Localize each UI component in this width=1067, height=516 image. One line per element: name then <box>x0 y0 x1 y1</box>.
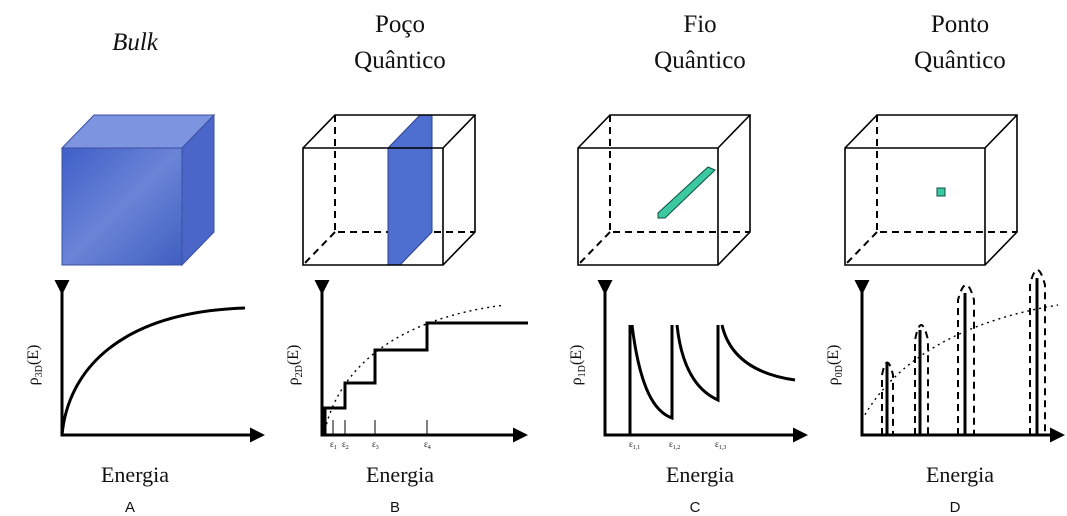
x-axis-label: Energia <box>366 462 434 487</box>
rest: (E) <box>568 345 585 365</box>
y-axis-label: ρ0D(E) <box>825 345 845 386</box>
rest: (E) <box>25 345 42 365</box>
y-axis-label: ρ3D(E) <box>25 345 45 386</box>
subscript: 1 <box>334 445 337 451</box>
subscript: 1,1 <box>633 445 641 451</box>
x-axis-label: Energia <box>926 462 994 487</box>
tick-label: ε1,1 <box>629 439 640 451</box>
symbol: ρ <box>825 377 842 385</box>
subscript: 3D <box>34 365 45 377</box>
figure: Bulkρ3D(E)EnergiaAPoçoQuânticoρ2D(E)Ener… <box>0 0 1067 516</box>
tick-label: ε1,2 <box>669 439 680 451</box>
well-cube <box>303 115 475 265</box>
subscript: 1,3 <box>719 445 727 451</box>
panel-title: Bulk <box>112 29 159 56</box>
y-axis-label: ρ2D(E) <box>285 345 305 386</box>
subscript: 0D <box>834 365 845 377</box>
x-axis-label: Energia <box>666 462 734 487</box>
panel-letter: D <box>950 499 961 516</box>
symbol: ρ <box>285 377 302 385</box>
tick-label: ε3 <box>372 439 379 451</box>
subscript: 1D <box>577 365 588 377</box>
rest: (E) <box>825 345 842 365</box>
panel-title: Poço <box>375 11 425 38</box>
panel-title: Quântico <box>354 47 446 74</box>
axes <box>62 292 1062 435</box>
curves <box>62 270 1058 435</box>
subscript: 2D <box>294 365 305 377</box>
wire-cube <box>578 115 750 265</box>
x-axis-label: Energia <box>101 462 169 487</box>
tick-label: ε1 <box>330 439 337 451</box>
symbol: ρ <box>568 377 585 385</box>
panel-title: Fio <box>683 11 716 38</box>
tick-label: ε2 <box>342 439 349 451</box>
tick-label: ε1,3 <box>715 439 726 451</box>
subscript: 2 <box>346 445 349 451</box>
panel-letter: A <box>125 499 135 516</box>
subscript: 1,2 <box>673 445 681 451</box>
subscript: 4 <box>428 445 431 451</box>
symbol: ρ <box>25 377 42 385</box>
y-axis-label: ρ1D(E) <box>568 345 588 386</box>
bulk-cube <box>62 115 214 265</box>
panel-title: Ponto <box>931 11 989 38</box>
panel-title: Quântico <box>654 47 746 74</box>
panel-letter: C <box>690 499 701 516</box>
panel-letter: B <box>390 499 400 516</box>
dot-cube <box>845 115 1017 265</box>
subscript: 3 <box>376 445 379 451</box>
tick-label: ε4 <box>424 439 431 451</box>
panel-title: Quântico <box>914 47 1006 74</box>
rest: (E) <box>285 345 302 365</box>
